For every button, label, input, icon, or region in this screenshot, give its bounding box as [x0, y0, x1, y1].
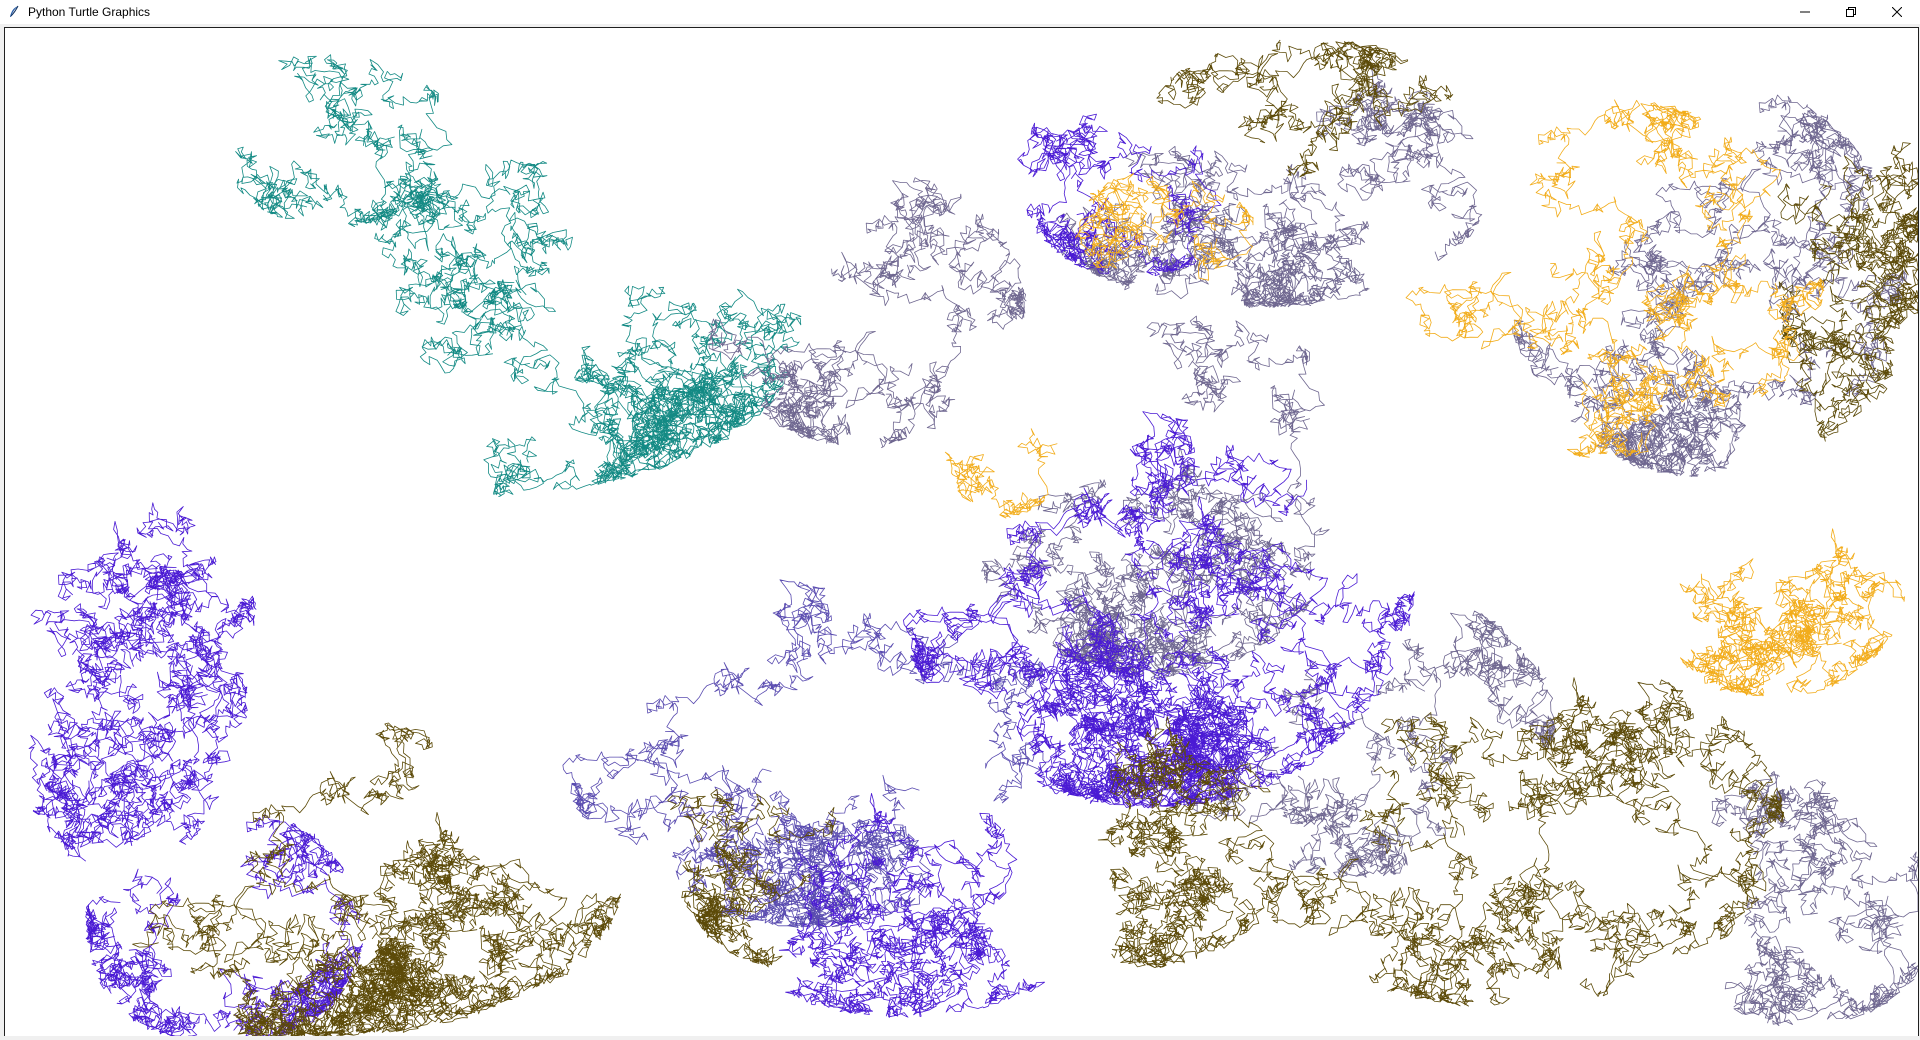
walk-trace-olive	[1798, 202, 1918, 442]
walk-trace-blue	[1130, 496, 1374, 794]
walk-trace-gold	[1566, 253, 1825, 458]
walk-trace-slate	[1125, 145, 1318, 308]
walk-trace-olive	[1109, 856, 1246, 968]
walk-trace-slate	[770, 193, 977, 449]
walk-trace-slate	[1145, 315, 1330, 677]
walk-trace-olive	[1777, 183, 1918, 397]
walk-trace-slate	[1655, 94, 1877, 324]
walk-trace-blue	[778, 838, 923, 1015]
walk-trace-olive	[1238, 41, 1454, 144]
walk-trace-teal	[395, 236, 638, 497]
walk-trace-slate	[1122, 446, 1311, 679]
window-controls	[1782, 0, 1920, 24]
close-icon	[1892, 7, 1902, 17]
walk-trace-olive	[1253, 766, 1562, 1006]
walk-trace-slate	[1512, 223, 1761, 473]
walk-trace-slate	[1711, 771, 1878, 902]
walk-trace-slate	[1724, 833, 1918, 1020]
walk-trace-blue	[866, 812, 1018, 1017]
walk-trace-teal	[370, 159, 573, 296]
walk-trace-slate	[1744, 874, 1918, 1027]
walk-trace-gold	[1075, 187, 1146, 269]
walk-trace-slate	[708, 318, 851, 446]
walk-trace-blue	[30, 603, 223, 862]
restore-icon	[1846, 7, 1856, 17]
walk-trace-slate	[1656, 236, 1908, 477]
walk-trace-slate	[1056, 159, 1250, 300]
minimize-button[interactable]	[1782, 0, 1828, 24]
walk-trace-slate	[831, 177, 1027, 330]
walk-trace-gold	[1529, 99, 1781, 355]
random-walk-drawing	[28, 39, 1918, 1036]
walk-trace-teal	[235, 121, 397, 227]
walk-trace-olive	[667, 788, 837, 928]
walk-trace-olive	[681, 849, 783, 968]
walk-trace-gold	[1101, 173, 1254, 281]
walk-trace-blue	[1029, 127, 1222, 276]
walk-trace-blue	[85, 868, 185, 1036]
title-bar[interactable]: Python Turtle Graphics	[0, 0, 1920, 24]
walk-trace-slate	[1282, 638, 1455, 878]
walk-trace-violet	[562, 739, 814, 925]
walk-trace-olive	[132, 884, 534, 1036]
walk-trace-blue	[838, 793, 1045, 1018]
minimize-icon	[1800, 11, 1810, 13]
walk-trace-blue	[130, 943, 363, 1036]
turtle-feather-icon	[6, 4, 22, 20]
walk-trace-gold	[1405, 185, 1753, 419]
walk-trace-gold	[1768, 528, 1905, 687]
walk-trace-violet	[764, 795, 931, 931]
walk-trace-violet	[638, 579, 1047, 812]
walk-trace-blue	[1017, 113, 1110, 274]
walk-trace-gold	[944, 428, 1058, 519]
walk-trace-olive	[330, 812, 565, 1032]
walk-trace-gold	[1714, 587, 1836, 697]
walk-trace-slate	[1375, 610, 1556, 749]
walk-trace-blue	[906, 411, 1308, 772]
turtle-canvas[interactable]	[4, 27, 1919, 1037]
walk-trace-teal	[586, 285, 784, 480]
walk-trace-blue	[91, 502, 228, 846]
walk-trace-olive	[1110, 716, 1291, 952]
walk-trace-olive	[1156, 39, 1389, 178]
walk-trace-olive	[1825, 142, 1918, 387]
walk-trace-blue	[903, 444, 1195, 768]
walk-trace-olive	[1508, 679, 1785, 997]
walk-trace-slate	[1315, 63, 1483, 261]
walk-trace-slate	[1225, 167, 1370, 309]
walk-trace-olive	[148, 722, 459, 1036]
window-title: Python Turtle Graphics	[28, 5, 151, 19]
window-bottom-edge[interactable]	[0, 1036, 1920, 1040]
walk-trace-olive	[1381, 712, 1578, 1007]
walk-trace-blue	[57, 521, 248, 808]
restore-button[interactable]	[1828, 0, 1874, 24]
walk-trace-violet	[740, 774, 920, 930]
close-button[interactable]	[1874, 0, 1920, 24]
walk-trace-teal	[278, 54, 453, 175]
